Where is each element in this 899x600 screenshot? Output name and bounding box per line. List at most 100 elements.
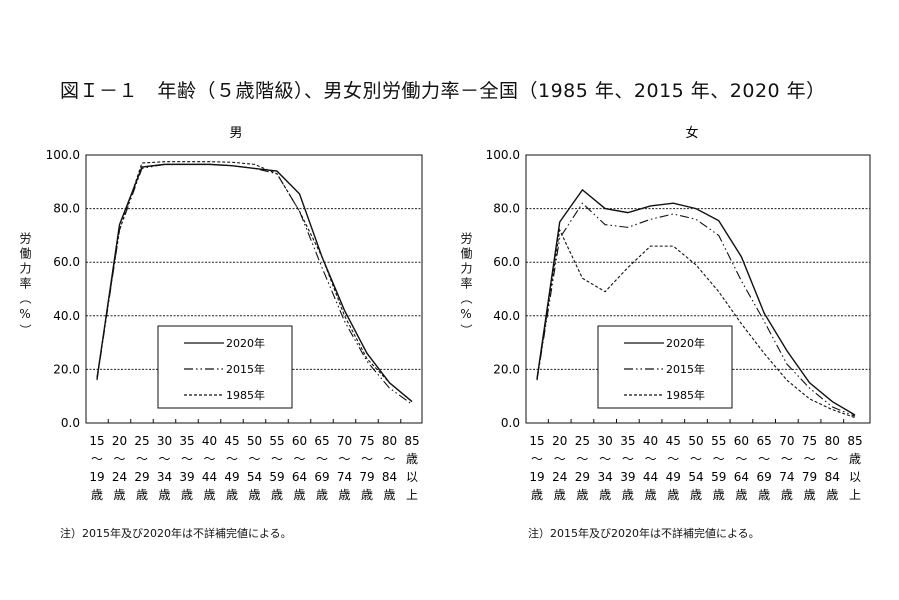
x-tick-label: 35 [620,434,635,448]
x-tick-label: 65 [757,434,772,448]
x-tick-label: 64 [734,470,749,484]
x-tick-label: 歳 [316,488,328,502]
x-tick-label: 35 [179,434,194,448]
x-tick-label: 74 [337,470,352,484]
x-tick-label: 〜 [804,452,816,466]
x-tick-label: 〜 [713,452,725,466]
series-line-2015年 [536,202,856,417]
y-tick-label: 100.0 [46,148,80,162]
x-tick-label: 39 [179,470,194,484]
x-tick-label: 75 [802,434,817,448]
x-tick-label: 60 [734,434,749,448]
plot-area [525,154,871,424]
x-tick-label: 歳 [735,488,747,502]
x-tick-label: 以 [406,470,418,484]
x-tick-label: 歳 [406,452,418,466]
x-tick-label: 歳 [758,488,770,502]
x-tick-label: 歳 [599,488,611,502]
x-tick-label: 〜 [316,452,328,466]
x-tick-label: 歳 [158,488,170,502]
x-tick-label: 44 [643,470,658,484]
x-tick-label: 25 [134,434,149,448]
x-tick-label: 〜 [181,452,193,466]
x-tick-label: 50 [688,434,703,448]
x-tick-label: 40 [202,434,217,448]
x-tick-label: 〜 [554,452,566,466]
x-tick-label: 〜 [781,452,793,466]
x-tick-label: 25 [575,434,590,448]
x-tick-label: 歳 [113,488,125,502]
y-tick-label: 0.0 [501,416,520,430]
x-tick-label: 54 [688,470,703,484]
x-tick-label: 15 [89,434,104,448]
x-tick-label: 歳 [271,488,283,502]
x-tick-label: 84 [825,470,840,484]
legend-label: 2020年 [666,336,705,350]
series-line-2020年 [536,188,856,416]
x-tick-label: 50 [247,434,262,448]
x-tick-label: 54 [247,470,262,484]
x-tick-label: 55 [269,434,284,448]
x-tick-label: 24 [112,470,127,484]
y-tick-label: 80.0 [53,202,80,216]
x-tick-label: 歳 [181,488,193,502]
x-tick-label: 歳 [713,488,725,502]
x-tick-label: 歳 [667,488,679,502]
x-tick-label: 〜 [383,452,395,466]
x-tick-label: 55 [711,434,726,448]
y-tick-label: 0.0 [61,416,80,430]
x-tick-label: 20 [112,434,127,448]
x-tick-label: 歳 [136,488,148,502]
x-tick-label: 歳 [361,488,373,502]
y-tick-label: 60.0 [493,255,520,269]
x-tick-label: 75 [359,434,374,448]
x-tick-label: 〜 [826,452,838,466]
x-tick-label: 69 [757,470,772,484]
x-tick-label: 65 [314,434,329,448]
legend-label: 1985年 [666,388,705,402]
x-tick-label: 79 [802,470,817,484]
x-tick-label: 59 [269,470,284,484]
legend-box [157,325,293,409]
x-tick-label: 歳 [645,488,657,502]
y-tick-label: 100.0 [486,148,520,162]
x-tick-label: 歳 [826,488,838,502]
x-tick-label: 29 [134,470,149,484]
x-tick-label: 20 [552,434,567,448]
x-tick-label: 19 [89,470,104,484]
x-tick-label: 歳 [554,488,566,502]
x-tick-label: 70 [337,434,352,448]
x-tick-label: 〜 [735,452,747,466]
note-left: 注）2015年及び2020年は不詳補完値による。 [60,527,292,540]
y-tick-label: 40.0 [493,309,520,323]
x-tick-label: 30 [598,434,613,448]
x-tick-label: 29 [575,470,590,484]
x-tick-label: 〜 [91,452,103,466]
x-tick-label: 〜 [113,452,125,466]
legend-box [597,325,733,409]
y-tick-label: 60.0 [53,255,80,269]
x-tick-label: 〜 [361,452,373,466]
x-tick-label: 〜 [158,452,170,466]
y-axis-label-right: 労働力率（%） [459,232,473,339]
x-tick-label: 〜 [531,452,543,466]
x-tick-label: 59 [711,470,726,484]
x-tick-label: 79 [359,470,374,484]
x-tick-label: 歳 [622,488,634,502]
y-tick-label: 20.0 [493,362,520,376]
x-tick-label: 34 [157,470,172,484]
x-tick-label: 歳 [781,488,793,502]
x-tick-label: 〜 [226,452,238,466]
y-tick-label: 20.0 [53,362,80,376]
x-tick-label: 歳 [226,488,238,502]
x-tick-label: 85 [404,434,419,448]
x-tick-label: 19 [529,470,544,484]
series-line-1985年 [96,161,413,402]
x-tick-label: 40 [643,434,658,448]
legend-label: 2015年 [666,362,705,376]
x-tick-label: 〜 [690,452,702,466]
x-tick-label: 〜 [136,452,148,466]
x-tick-label: 〜 [271,452,283,466]
series-line-2015年 [96,163,413,405]
